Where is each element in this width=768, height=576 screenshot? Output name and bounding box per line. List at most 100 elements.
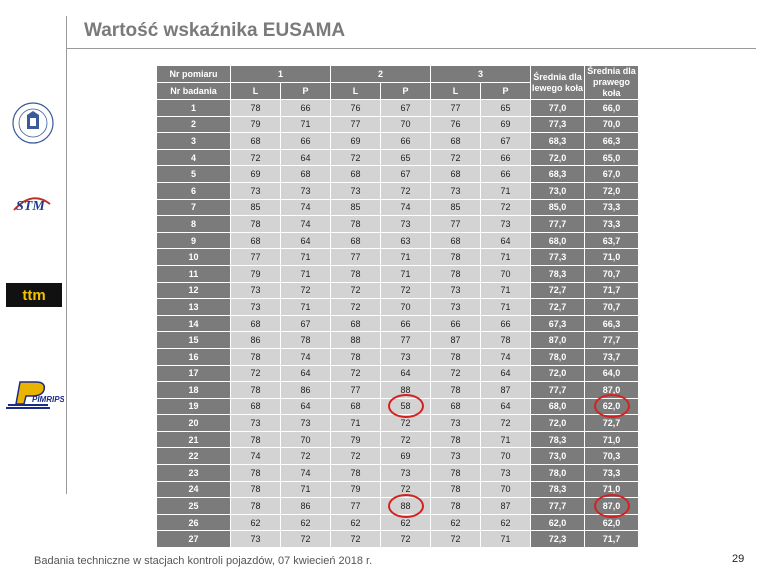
avg-right-header: Średnia dla prawego koła (584, 65, 639, 100)
value-cell: 72 (430, 364, 481, 383)
avg-right-cell: 66,0 (584, 99, 639, 117)
value-cell: 72 (330, 148, 381, 167)
row-number-cell: 25 (156, 497, 231, 515)
highlight-circle (593, 394, 630, 419)
row-number-cell: 23 (156, 464, 231, 482)
value-cell: 66 (380, 132, 431, 150)
avg-left-cell: 72,7 (530, 281, 585, 300)
value-cell: 68 (230, 397, 281, 416)
value-cell: 78 (430, 430, 481, 449)
avg-right-cell: 73,3 (584, 464, 639, 482)
avg-left-cell: 72,0 (530, 364, 585, 383)
value-cell: 70 (480, 264, 531, 283)
value-cell: 77 (380, 331, 431, 349)
row-number-cell: 27 (156, 530, 231, 549)
value-cell: 73 (430, 298, 481, 316)
value-cell: 71 (480, 248, 531, 266)
value-cell: 66 (280, 132, 331, 150)
value-cell: 73 (480, 464, 531, 482)
header-row-measurement: Nr pomiaru 1 2 3 Średnia dla lewego koła… (156, 65, 639, 100)
value-cell: 87 (480, 497, 531, 515)
row-number-cell: 19 (156, 397, 231, 416)
value-cell: 78 (230, 215, 281, 233)
value-cell: 68 (330, 314, 381, 333)
ttm-logo-text: ttm (22, 287, 45, 304)
avg-right-cell: 71,0 (584, 248, 639, 266)
row-number-cell: 10 (156, 248, 231, 266)
row-number-cell: 3 (156, 132, 231, 150)
avg-right-cell: 72,0 (584, 181, 639, 200)
value-cell: 78 (330, 215, 381, 233)
value-cell: 77 (330, 248, 381, 266)
avg-left-cell: 77,7 (530, 215, 585, 233)
value-cell: 68 (330, 397, 381, 416)
value-cell: 78 (480, 331, 531, 349)
value-cell: 71 (280, 264, 331, 283)
value-cell: 76 (430, 115, 481, 134)
value-cell: 68 (430, 231, 481, 250)
avg-left-cell: 77,0 (530, 99, 585, 117)
avg-right-cell: 73,3 (584, 198, 639, 217)
value-cell: 68 (330, 231, 381, 250)
value-cell: 71 (480, 530, 531, 549)
value-cell: 79 (330, 430, 381, 449)
avg-right-cell: 71,0 (584, 430, 639, 449)
value-cell: 77 (230, 248, 281, 266)
value-cell: 71 (280, 480, 331, 499)
table-row: 27 73 72 72 72 72 71 72,3 71,7 (156, 530, 639, 549)
avg-left-cell: 72,0 (530, 148, 585, 167)
table-row: 2 79 71 77 70 76 69 77,3 70,0 (156, 115, 639, 134)
avg-right-cell: 71,7 (584, 530, 639, 549)
value-cell: 72 (330, 281, 381, 300)
row-number-cell: 12 (156, 281, 231, 300)
page-number: 29 (732, 553, 745, 565)
value-cell: 78 (230, 347, 281, 366)
footer-text: Badania techniczne w stacjach kontroli p… (34, 555, 373, 567)
avg-right-cell: 66,3 (584, 314, 639, 333)
table-row: 7 85 74 85 74 85 72 85,0 73,3 (156, 198, 639, 217)
row-number-cell: 16 (156, 347, 231, 366)
value-cell: 74 (230, 447, 281, 466)
avg-right-cell: 70,0 (584, 115, 639, 134)
value-cell: 74 (480, 347, 531, 366)
value-cell: 72 (380, 430, 431, 449)
avg-left-cell: 73,0 (530, 181, 585, 200)
row-number-cell: 8 (156, 215, 231, 233)
value-cell: 86 (230, 331, 281, 349)
highlight-circle (593, 494, 630, 519)
value-cell: 66 (480, 165, 531, 183)
avg-left-header: Średnia dla lewego koła (530, 65, 585, 100)
nr-pomiaru-header: Nr pomiaru (156, 65, 231, 83)
avg-left-cell: 77,3 (530, 115, 585, 134)
value-cell: 67 (380, 99, 431, 117)
side-header: P (480, 82, 531, 100)
avg-right-cell: 70,3 (584, 447, 639, 466)
table-row: 9 68 64 68 63 68 64 68,0 63,7 (156, 231, 639, 250)
value-cell: 71 (280, 248, 331, 266)
table-row: 3 68 66 69 66 68 67 68,3 66,3 (156, 132, 639, 150)
value-cell: 68 (280, 165, 331, 183)
value-cell: 74 (280, 464, 331, 482)
value-cell: 78 (230, 464, 281, 482)
avg-left-cell: 73,0 (530, 447, 585, 466)
value-cell: 73 (230, 530, 281, 549)
value-cell: 67 (380, 165, 431, 183)
value-cell: 72 (330, 530, 381, 549)
value-cell: 79 (330, 480, 381, 499)
value-cell: 66 (430, 314, 481, 333)
value-cell: 78 (230, 497, 281, 515)
slide-title: Wartość wskaźnika EUSAMA (84, 20, 346, 41)
value-cell: 73 (430, 447, 481, 466)
avg-right-cell: 73,3 (584, 215, 639, 233)
value-cell: 78 (430, 497, 481, 515)
value-cell: 72 (380, 530, 431, 549)
avg-left-cell: 68,0 (530, 231, 585, 250)
value-cell: 68 (430, 132, 481, 150)
value-cell: 72 (480, 198, 531, 217)
value-cell: 72 (330, 447, 381, 466)
row-number-cell: 14 (156, 314, 231, 333)
value-cell: 72 (230, 148, 281, 167)
avg-right-cell: 73,7 (584, 347, 639, 366)
value-cell: 72 (280, 447, 331, 466)
header-row-side: Nr badania L P L P L P (156, 82, 639, 100)
